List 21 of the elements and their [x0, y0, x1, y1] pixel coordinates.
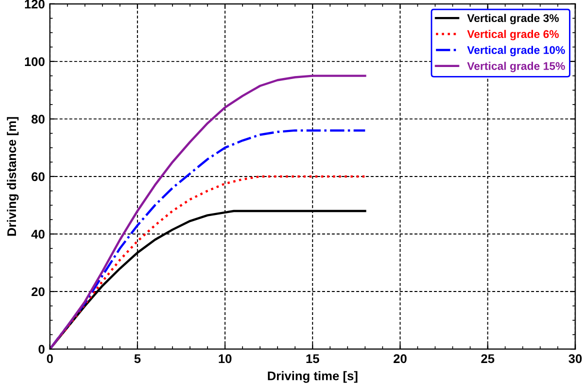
y-tick-label: 20 — [32, 287, 45, 296]
x-tick-label: 0 — [46, 354, 53, 364]
x-tick-label: 30 — [568, 354, 582, 364]
y-tick-label: 0 — [38, 344, 45, 354]
legend-label: Vertical grade 6% — [467, 30, 559, 40]
x-tick-label: 5 — [134, 354, 141, 364]
x-tick-label: 10 — [218, 354, 232, 364]
y-axis-title: Driving distance [m] — [6, 117, 19, 236]
x-tick-label: 15 — [306, 354, 320, 364]
x-axis-title: Driving time [s] — [268, 371, 358, 383]
x-tick-label: 20 — [394, 354, 407, 364]
legend-label: Vertical grade 10% — [467, 46, 565, 56]
y-tick-label: 80 — [32, 114, 45, 124]
y-tick-label: 40 — [31, 230, 45, 239]
x-tick-label: 25 — [481, 354, 494, 364]
legend-label: Vertical grade 3% — [467, 14, 559, 24]
legend-label: Vertical grade 15% — [467, 62, 565, 72]
y-tick-label: 100 — [24, 57, 45, 66]
y-tick-label: 120 — [24, 0, 45, 9]
line-series — [50, 74, 366, 350]
y-tick-label: 60 — [32, 172, 45, 182]
